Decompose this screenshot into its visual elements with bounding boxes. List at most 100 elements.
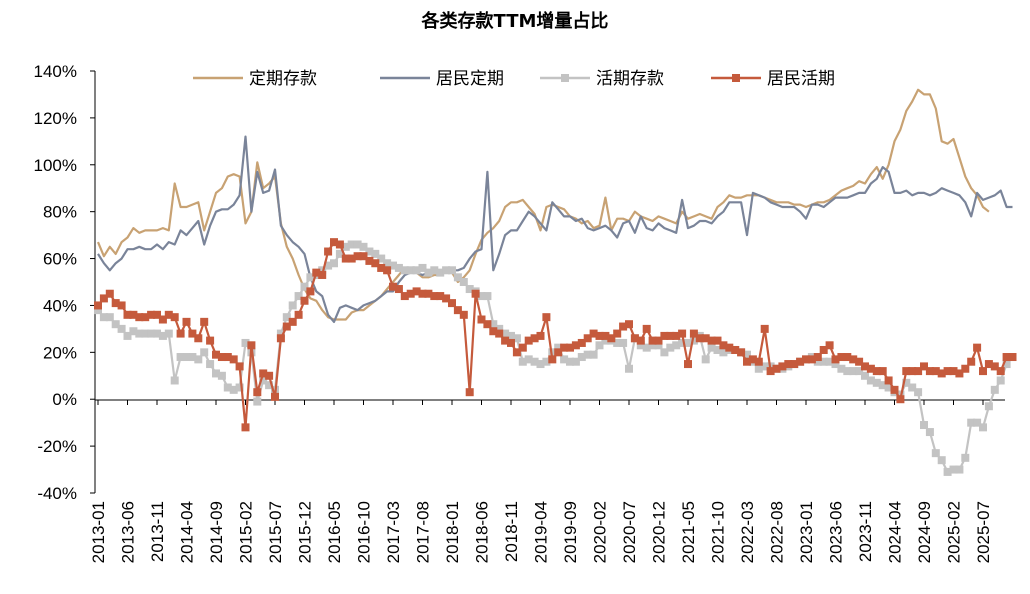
x-tick-label: 2022-08 bbox=[768, 501, 787, 563]
data-point bbox=[666, 331, 675, 340]
data-point bbox=[501, 329, 510, 338]
data-point bbox=[908, 367, 917, 376]
x-axis: 2013-01 2013-06 2013-11 2014-04 2014-09 2015-… bbox=[89, 399, 1005, 563]
data-point bbox=[129, 310, 138, 319]
data-point bbox=[448, 299, 456, 308]
data-point bbox=[147, 310, 156, 319]
data-point bbox=[129, 327, 138, 336]
data-point bbox=[235, 362, 244, 371]
data-point bbox=[837, 353, 846, 362]
data-point bbox=[979, 367, 987, 376]
data-point bbox=[365, 247, 374, 256]
data-point bbox=[719, 341, 728, 350]
x-tick-label: 2019-09 bbox=[561, 501, 580, 563]
data-point bbox=[182, 317, 191, 326]
data-point bbox=[377, 263, 386, 272]
legend-item: 活期存款 bbox=[540, 69, 664, 89]
data-point bbox=[849, 355, 858, 364]
data-point bbox=[394, 285, 403, 294]
data-point bbox=[335, 240, 344, 249]
data-point bbox=[241, 423, 250, 432]
x-tick-label: 2016-10 bbox=[355, 501, 374, 563]
data-point bbox=[754, 364, 763, 373]
data-point bbox=[217, 353, 226, 362]
chart-title: 各类存款TTM增量占比 bbox=[421, 10, 609, 32]
data-point bbox=[483, 320, 492, 329]
data-point bbox=[424, 289, 433, 298]
data-point bbox=[920, 362, 928, 371]
legend-item: 居民活期 bbox=[711, 69, 835, 89]
x-tick-label: 2025-07 bbox=[974, 501, 993, 563]
data-point bbox=[937, 456, 946, 465]
data-point bbox=[141, 329, 150, 338]
x-tick-label: 2017-03 bbox=[384, 501, 403, 563]
data-point bbox=[99, 294, 108, 303]
data-point bbox=[701, 334, 710, 343]
y-tick-label: 100% bbox=[34, 156, 77, 175]
data-point bbox=[147, 329, 156, 338]
data-point bbox=[990, 362, 999, 371]
x-tick-label: 2015-02 bbox=[237, 501, 256, 563]
x-tick-label: 2016-05 bbox=[325, 501, 344, 563]
data-point bbox=[984, 402, 993, 411]
data-point bbox=[914, 367, 923, 376]
data-point bbox=[925, 428, 934, 437]
data-point bbox=[353, 252, 362, 261]
data-point bbox=[684, 338, 692, 347]
data-point bbox=[276, 334, 285, 343]
data-point bbox=[477, 315, 486, 324]
data-point bbox=[861, 371, 869, 380]
y-tick-label: 140% bbox=[34, 62, 77, 81]
x-tick-label: 2018-01 bbox=[443, 501, 462, 563]
x-tick-label: 2024-09 bbox=[915, 501, 934, 563]
data-point bbox=[247, 341, 256, 350]
data-point bbox=[117, 324, 126, 333]
data-point bbox=[601, 336, 610, 345]
data-point bbox=[595, 341, 604, 350]
legend-item: 定期存款 bbox=[193, 69, 317, 89]
data-point bbox=[672, 331, 681, 340]
data-point bbox=[760, 324, 769, 333]
data-point bbox=[341, 254, 350, 263]
data-point bbox=[802, 355, 810, 364]
data-point bbox=[495, 329, 504, 338]
x-tick-label: 2013-11 bbox=[148, 501, 167, 562]
data-point bbox=[737, 348, 746, 357]
data-point bbox=[973, 418, 982, 427]
data-point bbox=[613, 338, 622, 347]
data-point bbox=[619, 322, 628, 331]
legend-label: 活期存款 bbox=[596, 69, 664, 89]
data-point bbox=[158, 331, 167, 340]
data-point bbox=[654, 336, 663, 345]
data-point bbox=[908, 383, 917, 392]
data-point bbox=[94, 301, 102, 310]
data-point bbox=[288, 317, 297, 326]
y-axis: 140% 120% 100% 80% 60% 40% 20% 0% -20% -40% bbox=[34, 62, 96, 503]
data-point bbox=[406, 266, 415, 275]
data-point bbox=[123, 331, 132, 340]
data-point bbox=[182, 353, 191, 362]
data-point bbox=[229, 355, 238, 364]
data-point bbox=[501, 336, 510, 345]
legend-label: 居民定期 bbox=[436, 69, 504, 89]
data-point bbox=[111, 320, 120, 329]
x-tick-label: 2015-12 bbox=[296, 501, 315, 563]
data-point bbox=[430, 292, 439, 301]
data-point bbox=[589, 350, 598, 359]
data-point bbox=[713, 336, 722, 345]
data-point bbox=[825, 341, 834, 350]
data-point bbox=[861, 362, 869, 371]
data-point bbox=[359, 242, 368, 251]
data-point bbox=[607, 334, 616, 343]
data-point bbox=[601, 331, 610, 340]
legend-item: 居民定期 bbox=[380, 69, 504, 89]
x-tick-label: 2018-11 bbox=[502, 501, 521, 562]
data-point bbox=[560, 343, 569, 352]
data-point bbox=[223, 353, 232, 362]
data-point bbox=[772, 364, 781, 373]
data-point bbox=[566, 357, 574, 366]
data-point bbox=[925, 367, 934, 376]
data-point bbox=[265, 381, 274, 390]
data-point bbox=[353, 240, 362, 249]
x-tick-label: 2021-05 bbox=[679, 501, 698, 563]
